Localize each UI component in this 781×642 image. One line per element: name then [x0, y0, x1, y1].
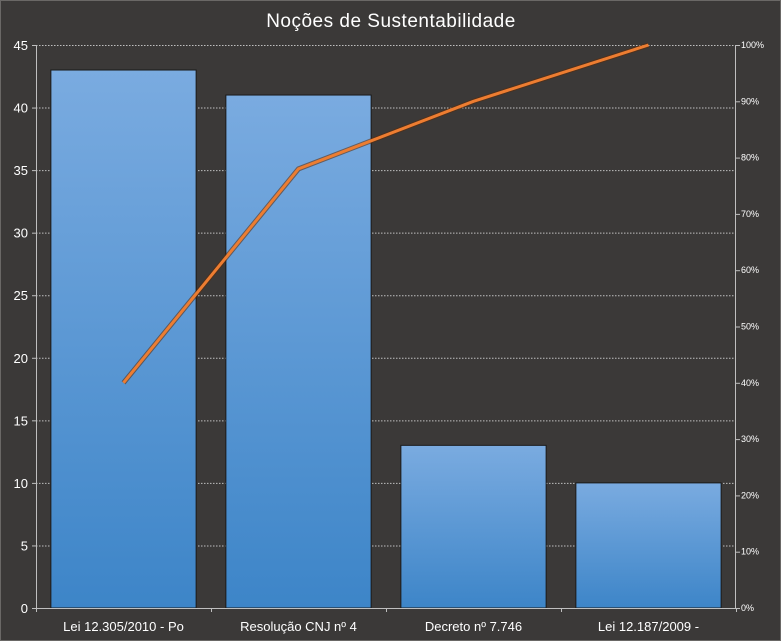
y-axis-ticks: 0 5 10 15 20 25 30 35 40 45 [14, 38, 28, 616]
cumulative-line [123, 45, 648, 383]
y-tick-label: 5 [21, 538, 28, 553]
y-tick-label: 35 [14, 163, 28, 178]
y-tick-label: 30 [14, 226, 28, 241]
y2-tick-label: 30% [741, 434, 759, 444]
x-tick-label: Lei 12.187/2009 - [598, 619, 699, 634]
y-tick-label: 25 [14, 288, 28, 303]
bar [576, 483, 721, 608]
y-tick-label: 20 [14, 351, 28, 366]
secondary-y-axis-ticks: 0% 10% 20% 30% 40% 50% 60% 70% 80% 90% 100% [741, 40, 764, 613]
y2-tick-label: 90% [741, 96, 759, 106]
x-tick-label: Decreto nº 7.746 [425, 619, 522, 634]
chart-title: Noções de Sustentabilidade [266, 11, 516, 32]
y2-tick-label: 80% [741, 153, 759, 163]
x-tick-label: Lei 12.305/2010 - Po [63, 619, 184, 634]
y2-tick-label: 50% [741, 322, 759, 332]
y2-tick-label: 0% [741, 603, 754, 613]
y2-tick-label: 20% [741, 490, 759, 500]
y2-tick-label: 40% [741, 378, 759, 388]
y2-tick-label: 70% [741, 209, 759, 219]
bar [51, 70, 196, 608]
y-tick-label: 40 [14, 101, 28, 116]
cumulative-line-shadow [124, 45, 649, 383]
x-tick-label: Resolução CNJ nº 4 [240, 619, 357, 634]
bars [51, 70, 721, 608]
y2-tick-label: 100% [741, 40, 764, 50]
cumulative-line-series [124, 45, 649, 383]
y-tick-label: 0 [21, 601, 28, 616]
y-tick-label: 10 [14, 476, 28, 491]
x-axis-ticks: Lei 12.305/2010 - Po Resolução CNJ nº 4 De… [63, 619, 699, 634]
y2-tick-label: 10% [741, 547, 759, 557]
bar [401, 445, 546, 608]
y2-tick-label: 60% [741, 265, 759, 275]
y-tick-label: 15 [14, 413, 28, 428]
y-tick-label: 45 [14, 38, 28, 53]
